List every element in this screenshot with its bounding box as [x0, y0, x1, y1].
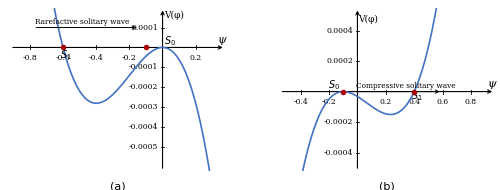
Text: -0.0005: -0.0005	[128, 143, 158, 151]
Text: $S_1$: $S_1$	[412, 89, 423, 103]
Text: -0.0004: -0.0004	[324, 149, 353, 157]
Text: 0.4: 0.4	[408, 98, 420, 106]
Text: 0.2: 0.2	[380, 98, 392, 106]
Text: 0.6: 0.6	[436, 98, 448, 106]
Text: 0.0001: 0.0001	[131, 24, 158, 32]
Text: 0.0002: 0.0002	[326, 57, 353, 65]
Text: -0.0004: -0.0004	[128, 123, 158, 131]
Text: 0.8: 0.8	[465, 98, 477, 106]
Text: 0.0004: 0.0004	[326, 27, 353, 35]
Text: V(φ): V(φ)	[164, 11, 184, 20]
Text: V(φ): V(φ)	[358, 15, 378, 24]
Text: (a): (a)	[110, 182, 126, 190]
Text: Compressive solitary wave: Compressive solitary wave	[356, 82, 456, 90]
Text: $S_1$: $S_1$	[60, 48, 72, 62]
Text: 0.2: 0.2	[190, 54, 202, 62]
Text: -0.8: -0.8	[22, 54, 38, 62]
Text: -0.0001: -0.0001	[128, 63, 158, 71]
Text: Rarefactive solitary wave: Rarefactive solitary wave	[35, 17, 129, 25]
Text: (b): (b)	[380, 182, 395, 190]
Text: $S_0$: $S_0$	[328, 78, 340, 92]
Text: -0.6: -0.6	[56, 54, 70, 62]
Text: -0.2: -0.2	[122, 54, 137, 62]
Text: $S_0$: $S_0$	[164, 34, 176, 48]
Text: ψ: ψ	[218, 35, 226, 45]
Text: -0.0003: -0.0003	[128, 103, 158, 111]
Text: -0.2: -0.2	[322, 98, 336, 106]
Text: -0.0002: -0.0002	[324, 118, 353, 126]
Text: -0.4: -0.4	[89, 54, 104, 62]
Text: ψ: ψ	[488, 79, 496, 89]
Text: -0.4: -0.4	[294, 98, 308, 106]
Text: -0.0002: -0.0002	[128, 83, 158, 91]
